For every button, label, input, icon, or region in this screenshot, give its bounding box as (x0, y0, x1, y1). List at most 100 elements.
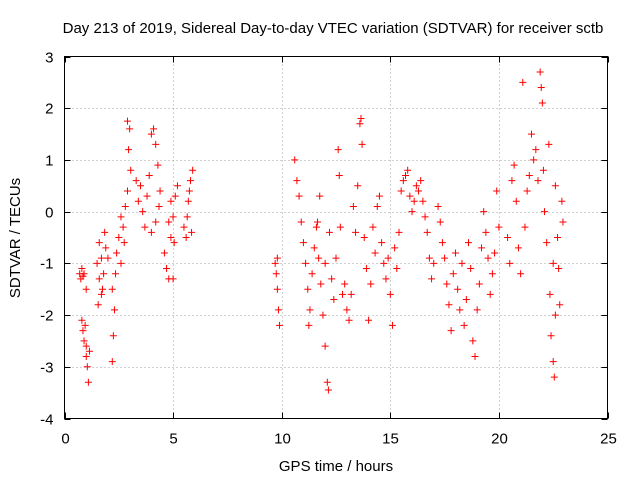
data-point (273, 285, 281, 293)
data-point (434, 202, 442, 210)
data-point (305, 321, 313, 329)
data-point (274, 306, 282, 314)
data-point (314, 218, 322, 226)
data-point (310, 244, 318, 252)
data-point (549, 259, 557, 267)
data-point (339, 290, 347, 298)
data-point (304, 285, 312, 293)
data-point (536, 68, 544, 76)
y-tick-label: -4 (40, 412, 53, 429)
data-point (170, 239, 178, 247)
data-point (80, 270, 88, 278)
data-point (319, 311, 327, 319)
data-point (510, 161, 518, 169)
data-point (336, 223, 344, 231)
data-point (173, 182, 181, 190)
data-point (525, 171, 533, 179)
data-points (76, 68, 567, 394)
y-tick-label: -1 (40, 256, 53, 273)
data-point (504, 234, 512, 241)
data-point (541, 208, 549, 216)
data-point (150, 125, 158, 133)
data-point (155, 202, 163, 210)
data-point (464, 239, 472, 247)
data-point (556, 301, 564, 309)
data-point (183, 213, 191, 221)
data-point (495, 223, 503, 231)
data-point (399, 177, 407, 185)
data-point (78, 316, 86, 324)
chart-title: Day 213 of 2019, Sidereal Day-to-day VTE… (63, 20, 604, 37)
data-point (323, 378, 331, 386)
data-point (475, 280, 483, 288)
data-point (367, 280, 375, 288)
data-point (188, 228, 196, 236)
data-point (382, 275, 390, 283)
data-point (94, 301, 102, 309)
data-point (189, 166, 197, 174)
data-point (356, 120, 364, 128)
data-point (454, 285, 462, 293)
grid-lines (64, 56, 608, 419)
data-point (95, 239, 103, 247)
data-point (369, 223, 377, 231)
data-point (421, 213, 429, 221)
data-point (365, 316, 373, 324)
data-point (332, 254, 340, 262)
data-point (293, 177, 301, 185)
data-point (163, 265, 171, 273)
data-point (147, 130, 155, 138)
data-point (543, 239, 551, 247)
data-point (328, 275, 336, 283)
data-point (412, 182, 420, 190)
data-point (345, 316, 353, 324)
data-point (514, 244, 522, 252)
data-point (545, 140, 553, 148)
data-point (538, 99, 546, 107)
data-point (84, 378, 92, 386)
data-point (291, 156, 299, 164)
data-point (321, 259, 329, 267)
x-tick-label: 25 (600, 431, 617, 448)
data-point (99, 285, 107, 293)
data-point (101, 228, 109, 236)
data-point (110, 306, 118, 314)
data-point (83, 363, 91, 371)
data-point (430, 259, 438, 267)
data-point (362, 265, 370, 273)
data-point (445, 301, 453, 309)
data-point (482, 228, 490, 236)
data-point (491, 249, 499, 257)
data-point (436, 218, 444, 226)
data-point (169, 213, 177, 221)
data-point (316, 192, 324, 200)
data-point (447, 327, 455, 335)
x-axis-title: GPS time / hours (279, 458, 393, 475)
data-point (121, 202, 129, 210)
data-point (417, 177, 425, 185)
data-point (108, 358, 116, 366)
data-point (484, 254, 492, 262)
data-point (93, 259, 101, 267)
data-point (371, 249, 379, 257)
data-point (506, 259, 514, 267)
data-point (82, 352, 90, 360)
data-point (324, 386, 332, 394)
y-tick-label: 2 (45, 101, 53, 118)
data-point (354, 182, 362, 190)
data-point (449, 270, 457, 278)
data-point (167, 197, 175, 205)
data-point (125, 146, 133, 154)
data-point (126, 125, 134, 133)
data-point (276, 321, 284, 329)
data-point (78, 265, 86, 273)
data-point (109, 332, 117, 340)
data-point (397, 187, 405, 195)
data-point (539, 166, 547, 174)
data-point (102, 244, 110, 252)
data-point (375, 192, 383, 200)
data-point (480, 208, 488, 216)
data-point (117, 259, 125, 267)
data-point (100, 270, 108, 278)
